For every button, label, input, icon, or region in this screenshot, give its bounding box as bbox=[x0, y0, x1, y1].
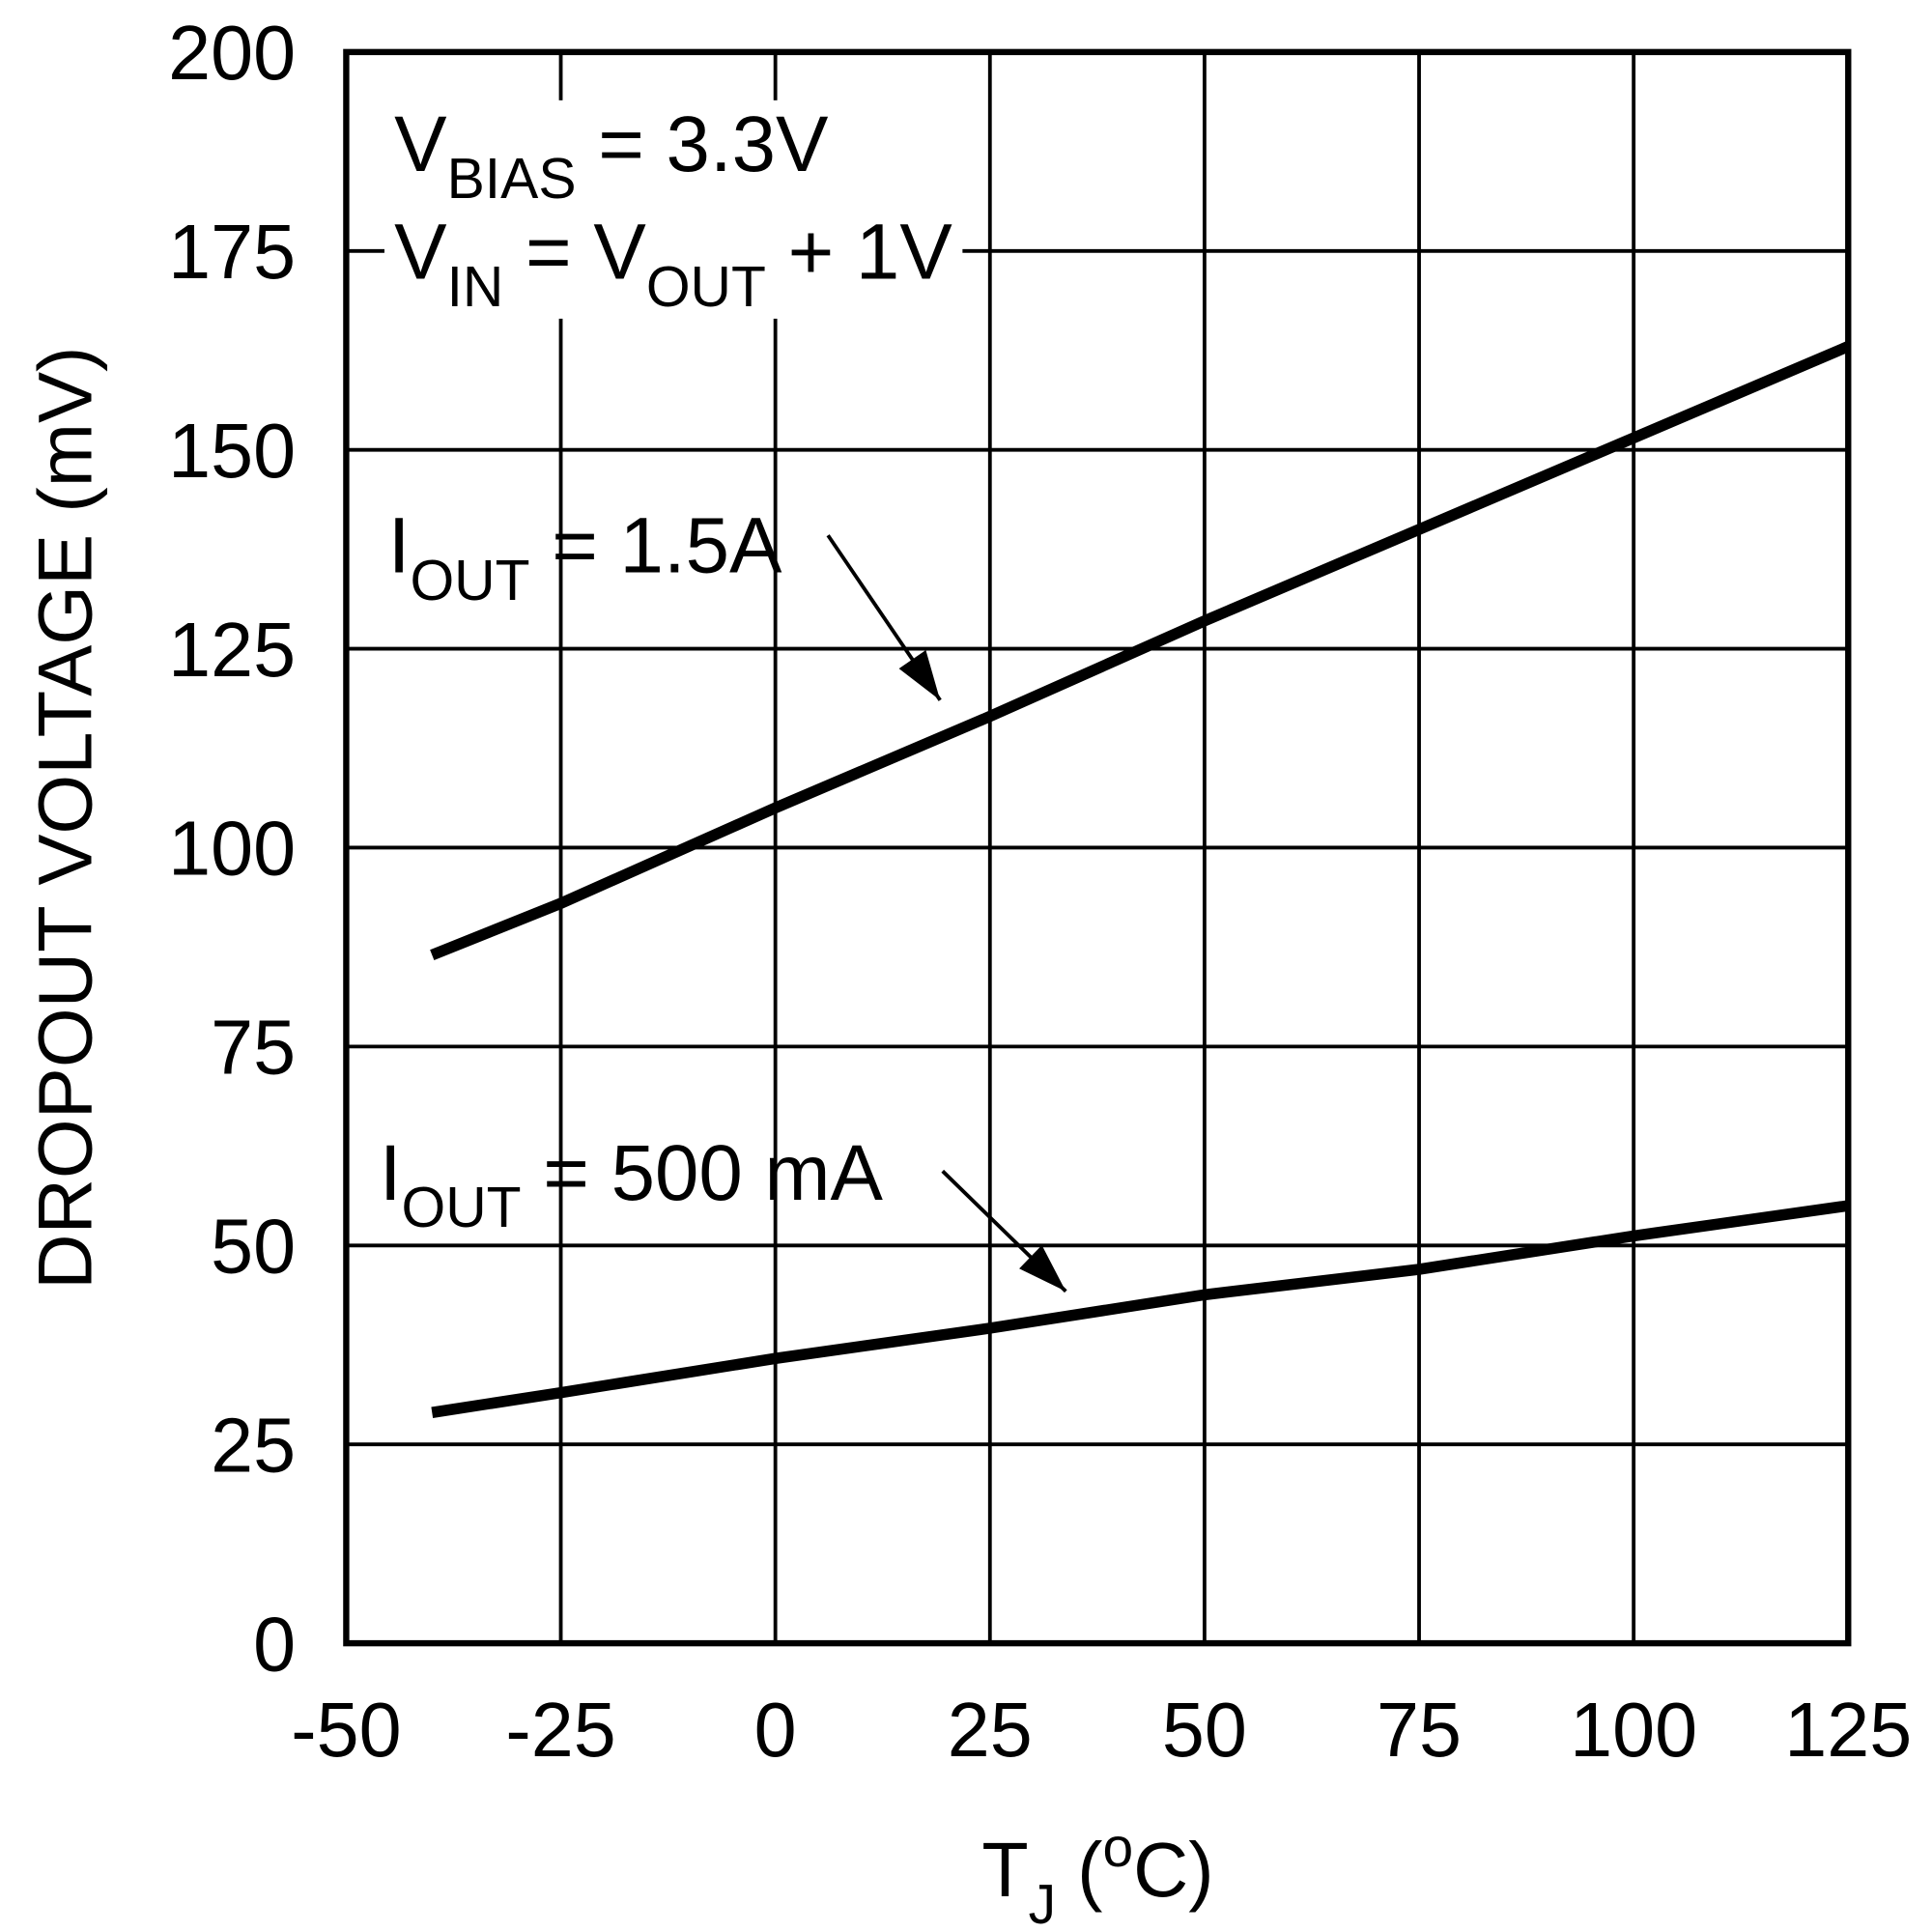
y-tick-label: 125 bbox=[168, 607, 296, 693]
y-tick-label: 50 bbox=[211, 1203, 296, 1289]
x-tick-label: 75 bbox=[1377, 1687, 1462, 1773]
text-segment: V bbox=[394, 100, 447, 188]
arrow-head bbox=[898, 650, 941, 700]
arrow-head bbox=[1019, 1244, 1066, 1292]
x-tick-label: 0 bbox=[754, 1687, 797, 1773]
data-line bbox=[430, 341, 1851, 961]
text-segment: = 1.5A bbox=[530, 501, 782, 589]
text-segment: OUT bbox=[646, 256, 766, 319]
y-tick-label: 175 bbox=[168, 209, 296, 295]
series-label: IOUT = 1.5A bbox=[388, 501, 782, 611]
text-segment: = 3.3V bbox=[577, 100, 829, 188]
y-tick-label: 0 bbox=[253, 1601, 296, 1687]
text-segment: = V bbox=[503, 208, 646, 296]
text-segment: C) bbox=[1133, 1827, 1213, 1913]
annotation: VBIAS = 3.3V bbox=[394, 100, 829, 211]
y-tick-label: 150 bbox=[168, 408, 296, 494]
x-tick-label: 25 bbox=[948, 1687, 1033, 1773]
text-segment: + 1V bbox=[766, 208, 952, 296]
plot-frame bbox=[343, 48, 1852, 1647]
data-line bbox=[431, 1200, 1850, 1418]
annotation-background bbox=[384, 99, 839, 212]
annotation: VIN = VOUT + 1V bbox=[394, 208, 952, 318]
plot bbox=[430, 341, 1851, 1418]
annotation-background bbox=[384, 208, 963, 319]
y-tick-label: 25 bbox=[211, 1402, 296, 1488]
text-segment: ( bbox=[1056, 1827, 1102, 1913]
series-label: IOUT = 500 mA bbox=[380, 1129, 883, 1239]
x-axis-title: TJ (oC) bbox=[981, 1817, 1213, 1932]
text-segment: IN bbox=[447, 256, 504, 319]
x-tick-label: 125 bbox=[1784, 1687, 1912, 1773]
text-segment: o bbox=[1102, 1817, 1133, 1879]
y-tick-label: 75 bbox=[211, 1004, 296, 1090]
text-segment: V bbox=[394, 208, 447, 296]
text-segment: I bbox=[388, 501, 411, 589]
labels: 0 25 50 75 100 125 150 175 200 -50 -25 0 25 50 75 100 12… bbox=[22, 10, 1913, 1932]
text-segment: J bbox=[1029, 1874, 1056, 1932]
y-tick-label: 100 bbox=[168, 806, 296, 892]
x-tick-label: 50 bbox=[1162, 1687, 1247, 1773]
x-tick-label: 100 bbox=[1570, 1687, 1697, 1773]
text-segment: I bbox=[380, 1129, 402, 1217]
text-segment: BIAS bbox=[447, 148, 577, 211]
text-segment: OUT bbox=[402, 1177, 522, 1239]
x-tick-label: -50 bbox=[291, 1687, 401, 1773]
y-tick-label: 200 bbox=[168, 10, 296, 96]
text-segment: T bbox=[981, 1827, 1028, 1913]
x-tick-label: -25 bbox=[505, 1687, 615, 1773]
text-segment: OUT bbox=[410, 550, 529, 612]
y-axis-title: DROPOUT VOLTAGE (mV) bbox=[22, 346, 108, 1289]
text-segment: = 500 mA bbox=[522, 1129, 884, 1217]
